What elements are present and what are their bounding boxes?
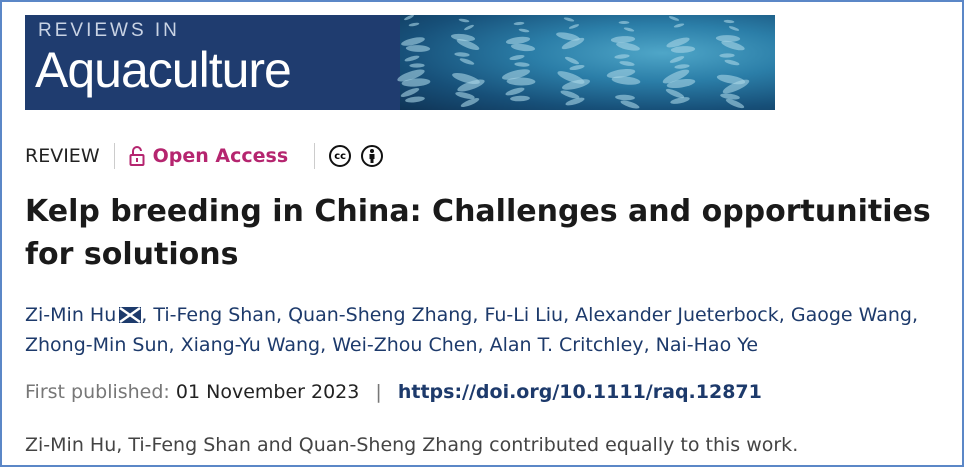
unlocked-padlock-icon [129, 146, 145, 166]
author-link[interactable]: Alan T. Critchley [489, 334, 644, 356]
published-date: 01 November 2023 [175, 381, 360, 403]
journal-subtitle: REVIEWS IN [38, 20, 180, 41]
author-link[interactable]: Nai-Hao Ye [655, 334, 759, 356]
fish-shape [404, 95, 426, 104]
article-title: Kelp breeding in China: Challenges and o… [25, 194, 931, 272]
author-link[interactable]: Xiang-Yu Wang [180, 334, 321, 356]
fish-shape [463, 23, 475, 32]
fish-shape [404, 54, 420, 63]
divider [314, 143, 316, 169]
author-link[interactable]: Alexander Jueterbock [575, 304, 779, 326]
fish-shape [728, 25, 740, 32]
fish-shape [459, 57, 475, 66]
fish-shape [723, 19, 735, 24]
creative-commons-icon: cc [329, 145, 352, 167]
fish-shape [510, 42, 536, 53]
fish-shape [618, 21, 630, 24]
article-meta: REVIEW Open Access cc [25, 143, 384, 169]
fish-shape [510, 95, 530, 102]
fish-shape [668, 15, 680, 22]
open-access-label: Open Access [152, 145, 289, 167]
fish-shape [405, 44, 431, 53]
fish-shape [619, 98, 641, 110]
author-link[interactable]: Wei-Zhou Chen [332, 334, 478, 356]
fish-shape [670, 45, 696, 54]
fish-shape [454, 51, 470, 58]
fish-shape [564, 95, 586, 108]
contribution-note: Zi-Min Hu, Ti-Feng Shan and Quan-Sheng Z… [25, 434, 799, 456]
fish-shape [518, 28, 530, 33]
publication-info: First published: 01 November 2023 | http… [25, 381, 762, 403]
author-link[interactable]: Fu-Li Liu [484, 304, 564, 326]
attribution-icon [361, 145, 384, 167]
fish-school-image [396, 15, 775, 110]
fish-shape [724, 58, 740, 67]
fish-shape [619, 60, 635, 67]
fish-shape [408, 22, 420, 27]
fish-shape [403, 15, 415, 22]
fish-shape [615, 40, 641, 53]
separator: | [375, 381, 382, 403]
author-list: Zi-Min Hu, Ti-Feng Shan, Quan-Sheng Zhan… [25, 304, 919, 356]
fish-shape [669, 54, 685, 65]
doi-link[interactable]: https://doi.org/10.1111/raq.12871 [397, 381, 762, 403]
fish-shape [509, 53, 525, 62]
fish-shape [563, 16, 575, 23]
journal-title: Aquaculture [35, 42, 292, 98]
fish-shape [458, 18, 470, 23]
journal-banner[interactable]: REVIEWS IN Aquaculture [25, 15, 775, 110]
fish-shape [673, 22, 685, 29]
fish-shape [568, 23, 580, 30]
author-link[interactable]: Zi-Min Hu [25, 304, 117, 326]
fish-shape [564, 55, 580, 66]
envelope-icon[interactable] [119, 307, 142, 323]
fish-shape [409, 63, 425, 68]
published-label: First published: [25, 381, 170, 403]
author-link[interactable]: Quan-Sheng Zhang [288, 304, 473, 326]
fish-shape [669, 95, 691, 106]
fish-shape [719, 53, 735, 58]
open-access-badge[interactable]: Open Access [129, 145, 289, 167]
author-link[interactable]: Gaoge Wang [790, 304, 912, 326]
license-icons[interactable]: cc [329, 145, 384, 167]
fish-shape [569, 63, 585, 72]
fish-shape [401, 77, 431, 88]
author-link[interactable]: Zhong-Min Sun [25, 334, 169, 356]
fish-shape [611, 75, 641, 86]
fish-shape [506, 77, 536, 86]
fish-shape [623, 26, 635, 33]
author-link[interactable]: Ti-Feng Shan [153, 304, 276, 326]
fish-shape [614, 53, 630, 60]
divider [113, 143, 115, 169]
fish-shape [514, 61, 530, 68]
fish-shape [513, 21, 525, 26]
article-type: REVIEW [25, 145, 100, 167]
